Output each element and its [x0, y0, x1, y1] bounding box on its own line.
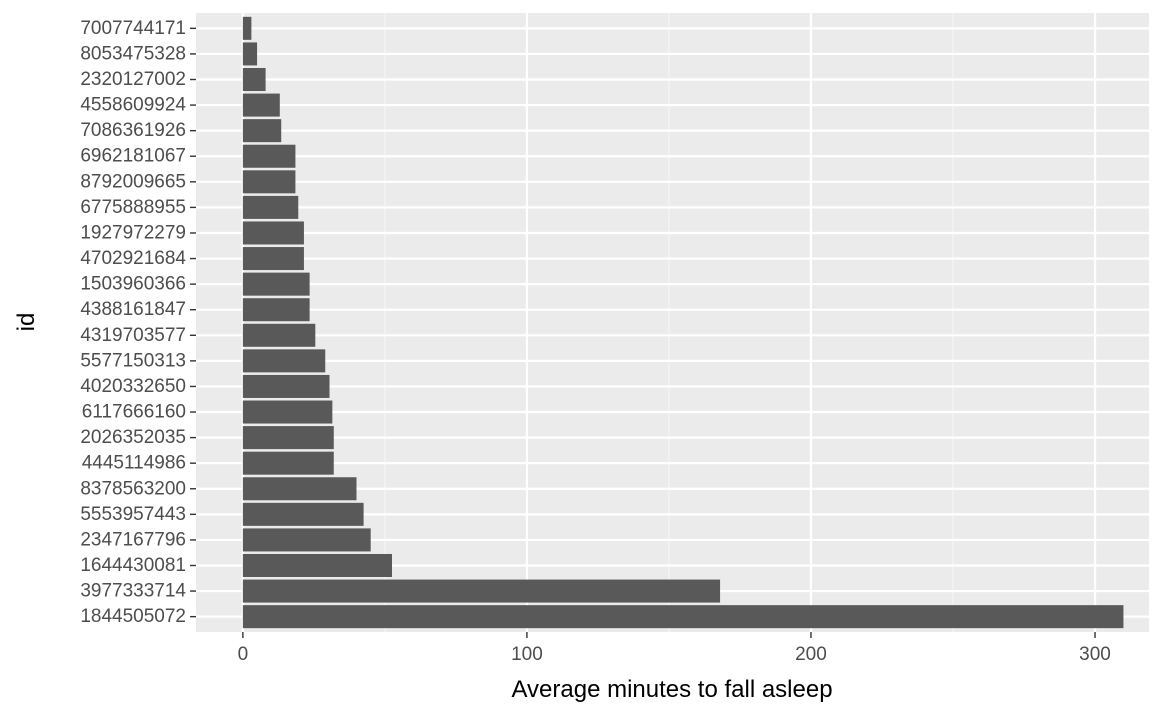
y-tick-label: 5577150313	[80, 350, 186, 371]
y-tick-label: 8378563200	[80, 478, 186, 499]
bar	[242, 298, 310, 322]
bar	[242, 528, 371, 552]
bar	[242, 451, 334, 475]
y-tick-label: 2026352035	[80, 427, 186, 448]
y-tick-label: 7086361926	[80, 120, 186, 141]
bar	[242, 195, 299, 219]
bar	[242, 579, 721, 603]
bar	[242, 247, 304, 271]
y-tick-label: 4020332650	[80, 376, 186, 397]
x-axis-title: Average minutes to fall asleep	[511, 676, 832, 703]
bar	[242, 119, 282, 143]
y-tick-label: 8053475328	[80, 43, 186, 64]
bar	[242, 477, 357, 501]
x-tick-label: 200	[795, 644, 827, 665]
bar	[242, 272, 310, 296]
x-tick-label: 100	[511, 644, 543, 665]
bar	[242, 605, 1124, 629]
y-tick-label: 1844505072	[80, 606, 186, 627]
bar	[242, 426, 334, 450]
y-tick-label: 1927972279	[80, 222, 186, 243]
bar	[242, 553, 392, 578]
bar	[242, 502, 364, 526]
y-tick-label: 2347167796	[80, 529, 186, 550]
bar	[242, 400, 333, 424]
y-tick-label: 4319703577	[80, 325, 186, 346]
minor-gridlines	[384, 13, 954, 632]
bar	[242, 16, 252, 40]
y-tick-label: 6962181067	[80, 146, 186, 167]
bar	[242, 323, 316, 347]
y-tick-label: 4388161847	[80, 299, 186, 320]
x-tick-label: 0	[238, 644, 249, 665]
y-axis-ticks: 7007744171 8053475328 2320127002 4558609924…	[80, 18, 196, 627]
y-tick-label: 4558609924	[80, 95, 186, 116]
y-axis-title: id	[13, 313, 40, 332]
major-gridlines	[196, 13, 1149, 632]
y-tick-label: 4445114986	[82, 453, 186, 474]
bar	[242, 170, 296, 194]
y-tick-label: 3977333714	[80, 581, 186, 602]
bar	[242, 221, 304, 245]
y-tick-label: 7007744171	[80, 18, 186, 39]
x-axis-ticks: 0 100 200 300	[238, 632, 1111, 665]
bars	[242, 16, 1124, 629]
bar	[242, 374, 330, 398]
bar	[242, 349, 326, 373]
bar	[242, 42, 258, 66]
bar	[242, 93, 280, 117]
y-tick-label: 5553957443	[80, 504, 186, 525]
y-tick-label: 1644430081	[80, 555, 186, 576]
y-tick-label: 2320127002	[80, 69, 186, 90]
x-tick-label: 300	[1079, 644, 1111, 665]
y-tick-label: 6117666160	[82, 402, 186, 423]
bar	[242, 144, 296, 168]
y-tick-label: 1503960366	[80, 274, 186, 295]
y-tick-label: 6775888955	[80, 197, 186, 218]
bar	[242, 67, 266, 92]
y-tick-label: 8792009665	[80, 171, 186, 192]
y-tick-label: 4702921684	[80, 248, 186, 269]
